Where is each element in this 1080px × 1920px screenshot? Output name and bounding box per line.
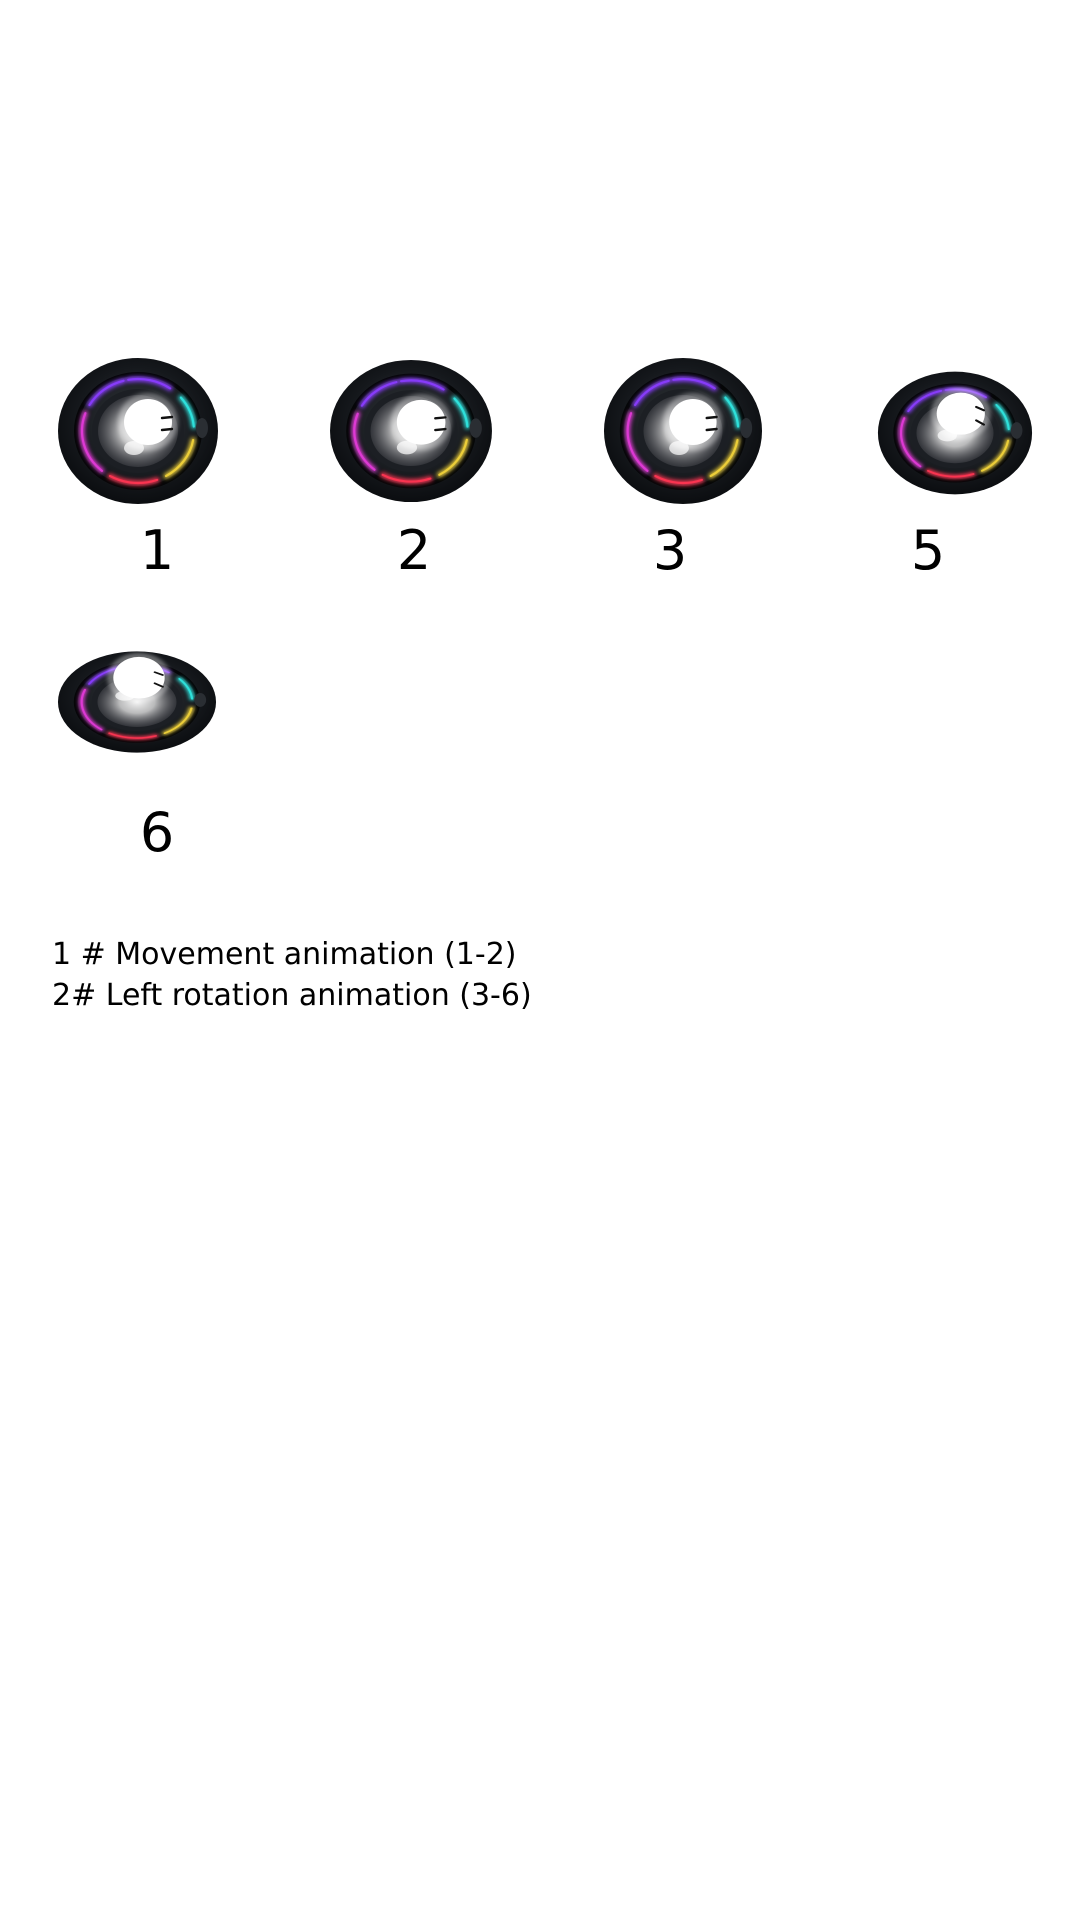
eye-orb-sprite-icon bbox=[57, 651, 217, 753]
eye-orb-sprite-icon bbox=[330, 359, 492, 503]
sprite-frame-2 bbox=[328, 358, 494, 504]
note-rotation: 2# Left rotation animation (3-6) bbox=[52, 978, 532, 1013]
frame-label-6: 6 bbox=[139, 801, 175, 864]
sprite-frame-5 bbox=[876, 370, 1034, 496]
eye-orb-sprite-icon bbox=[603, 358, 763, 504]
frame-label-1: 1 bbox=[139, 519, 175, 582]
frame-label-3: 3 bbox=[652, 519, 688, 582]
eye-orb-sprite-icon bbox=[58, 358, 218, 504]
eye-orb-sprite-icon bbox=[877, 371, 1033, 495]
sprite-frame-6 bbox=[56, 650, 218, 754]
sprite-frame-1 bbox=[56, 356, 220, 506]
frame-label-5: 5 bbox=[910, 519, 946, 582]
sprite-frame-3 bbox=[602, 356, 764, 506]
frame-label-2: 2 bbox=[396, 519, 432, 582]
note-movement: 1 # Movement animation (1-2) bbox=[52, 937, 517, 972]
animation-notes: 1 # Movement animation (1-2) 2# Left rot… bbox=[52, 934, 532, 1016]
